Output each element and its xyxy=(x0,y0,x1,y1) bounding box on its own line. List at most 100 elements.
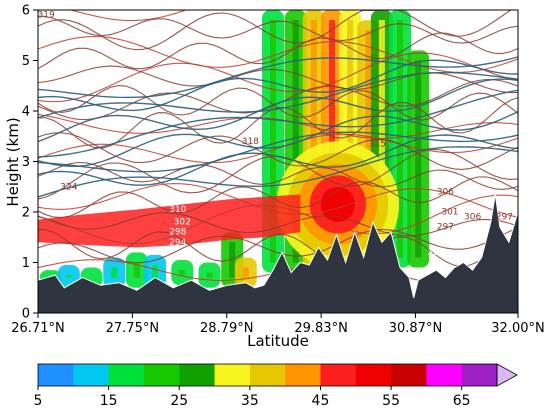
reflectivity-column-stripe xyxy=(310,20,317,263)
reflectivity-column-stripe xyxy=(179,269,186,276)
colorbar-segment xyxy=(285,364,321,386)
colorbar-tick-label: 5 xyxy=(34,393,43,409)
contour-label: 298 xyxy=(169,228,186,238)
blue-contour xyxy=(38,71,518,119)
colorbar-extend-arrow xyxy=(496,363,518,387)
theta-e-contour xyxy=(68,10,387,22)
theta-e-contour xyxy=(38,194,518,245)
colorbar-frame xyxy=(37,363,498,387)
y-tick-label: 2 xyxy=(22,206,30,221)
theta-e-contour xyxy=(38,161,518,190)
contour-label: 310 xyxy=(169,205,186,215)
reflectivity-column-stripe xyxy=(415,60,422,258)
red-contour-lines xyxy=(38,10,518,287)
reflectivity-column-stripe xyxy=(378,20,385,263)
theta-e-contour xyxy=(38,228,518,267)
contour-label: 302 xyxy=(174,218,191,228)
colorbar-segment xyxy=(355,364,392,386)
colorbar-segment xyxy=(38,364,74,386)
theta-e-contour xyxy=(38,183,518,218)
x-tick-label: 29.83°N xyxy=(294,321,347,336)
colorbar-segment xyxy=(108,364,145,386)
reflectivity-column-stripe xyxy=(270,20,277,263)
colorbar-tick-label: 25 xyxy=(170,393,188,409)
reflectivity-column-stripe xyxy=(206,272,213,278)
theta-e-gradient-band xyxy=(38,194,301,248)
colorbar-segment xyxy=(249,364,286,386)
blue-contour xyxy=(38,59,518,112)
theta-e-contour xyxy=(38,52,518,103)
colorbar-segment xyxy=(320,364,357,386)
theta-e-contour xyxy=(38,176,518,219)
x-axis-label: Latitude xyxy=(247,332,309,350)
x-tick-label: 28.79°N xyxy=(200,321,253,336)
terrain-profile xyxy=(38,194,518,313)
x-tick-label: 32.00°N xyxy=(491,321,544,336)
contour-label: 301 xyxy=(441,208,458,218)
contour-label: 315 xyxy=(369,139,386,149)
reflectivity-column-stripe xyxy=(292,20,299,263)
blue-contour xyxy=(38,111,518,168)
colorbar-segment xyxy=(214,364,251,386)
y-tick-label: 6 xyxy=(22,4,30,19)
colorbar-segment xyxy=(391,364,427,386)
y-tick-label: 1 xyxy=(22,256,30,271)
contour-label: 324 xyxy=(60,182,77,192)
colorbar-segment xyxy=(73,364,110,386)
theta-e-contour xyxy=(38,85,518,121)
blue-contour xyxy=(38,131,518,173)
contour-label: 297 xyxy=(437,223,454,233)
theta-e-contour xyxy=(38,133,518,164)
theta-e-contour xyxy=(38,212,518,237)
colorbar-segment xyxy=(179,364,216,386)
theta-e-contour xyxy=(38,132,518,170)
blue-contour xyxy=(38,89,518,158)
theta-e-contour xyxy=(38,113,518,139)
reflectivity-column-stripe xyxy=(365,30,372,263)
colorbar-tick-label: 35 xyxy=(241,393,259,409)
contour-label: 319 xyxy=(38,11,55,21)
reflectivity-column-stripe xyxy=(111,267,118,278)
colorbar: 5 15 25 35 45 55 65 xyxy=(34,363,518,409)
reflectivity-column-stripe xyxy=(242,267,249,278)
contour-label: 294 xyxy=(169,238,186,248)
contour-label: 306 xyxy=(437,187,454,197)
theta-e-contour xyxy=(38,35,518,73)
blue-contour xyxy=(38,56,518,99)
blue-contour xyxy=(38,146,518,198)
colorbar-tick-label: 65 xyxy=(453,393,471,409)
reflectivity-column-stripe xyxy=(328,20,335,263)
colorbar-segment xyxy=(143,364,180,386)
colorbar-tick-label: 15 xyxy=(100,393,118,409)
reflectivity-column-stripe xyxy=(65,275,72,278)
colorbar-tick-label: 45 xyxy=(312,393,330,409)
blue-contour-lines xyxy=(38,56,518,198)
contour-label: 306 xyxy=(464,213,481,223)
y-axis: 0 1 2 3 4 5 6 xyxy=(22,4,38,322)
reflectivity-column-stripe xyxy=(347,20,354,263)
colorbar-tick-label: 55 xyxy=(382,393,400,409)
x-tick-label: 26.71°N xyxy=(11,321,64,336)
colorbar-segment xyxy=(426,364,463,386)
contour-label: 297 xyxy=(496,213,513,223)
blue-contour xyxy=(38,78,518,143)
warm-moist-layer xyxy=(38,194,301,248)
theta-e-contour xyxy=(38,32,518,70)
y-tick-label: 0 xyxy=(22,307,30,322)
reflectivity-column-stripe xyxy=(133,262,140,278)
x-tick-label: 27.75°N xyxy=(106,321,159,336)
y-axis-label: Height (km) xyxy=(4,117,22,206)
reflectivity-core xyxy=(276,141,400,268)
x-tick-label: 30.87°N xyxy=(389,321,442,336)
theta-e-contour xyxy=(38,10,513,51)
contour-label: 318 xyxy=(242,137,259,147)
y-tick-label: 5 xyxy=(22,54,30,69)
contour-label: 288 xyxy=(428,248,445,258)
reflectivity-column-stripe xyxy=(152,264,159,278)
colorbar-segment xyxy=(461,364,498,386)
reflectivity-column-stripe xyxy=(229,242,236,278)
x-axis: 26.71°N 27.75°N 28.79°N 29.83°N 30.87°N 32.00… xyxy=(11,313,545,336)
